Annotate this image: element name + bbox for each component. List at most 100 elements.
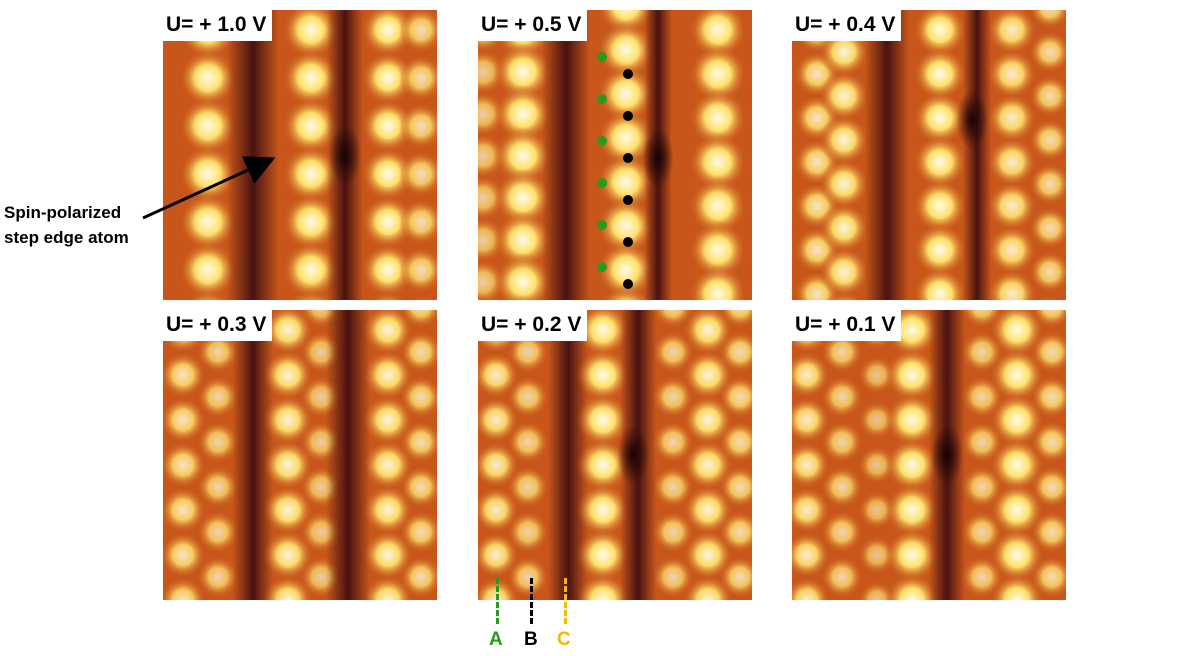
stm-panel-0-3v: U= + 0.3 V xyxy=(163,310,437,600)
atom-spot xyxy=(398,199,437,245)
atom-spot xyxy=(825,291,863,300)
atom-spot xyxy=(507,466,549,508)
atom-spot xyxy=(363,485,413,535)
dark-trench xyxy=(865,10,909,300)
atom-spot xyxy=(1029,75,1066,117)
atom-spot xyxy=(478,397,519,443)
atom-spot xyxy=(719,310,752,328)
atom-spot xyxy=(576,348,630,402)
atom-spot xyxy=(179,241,237,299)
atom-spot xyxy=(913,91,967,145)
atom-spot xyxy=(197,556,239,598)
atom-spot xyxy=(363,530,413,580)
atom-spot xyxy=(913,179,967,233)
atom-spot xyxy=(821,511,863,553)
atom-spot xyxy=(282,241,340,299)
atom-spot xyxy=(858,401,896,439)
atom-spot xyxy=(597,153,655,211)
dark-trench xyxy=(542,10,590,300)
panel-voltage-label: U= + 0.2 V xyxy=(478,310,588,341)
atom-spot xyxy=(400,310,437,328)
atom-spot xyxy=(163,487,206,533)
legend-line-c xyxy=(564,578,567,624)
stm-panel-1-0v: U= + 1.0 V xyxy=(163,10,437,300)
atom-spot xyxy=(1029,119,1066,161)
atom-spot xyxy=(990,310,1044,357)
atom-spot xyxy=(821,331,863,373)
atom-spot xyxy=(652,376,694,418)
atom-spot xyxy=(507,511,549,553)
atom-spot xyxy=(652,466,694,508)
atom-spot xyxy=(597,65,655,123)
legend-label-b: B xyxy=(524,629,538,650)
atom-spot xyxy=(858,536,896,574)
atom-spot xyxy=(263,440,313,490)
legend-label-c: C xyxy=(557,629,571,650)
atom-spot xyxy=(361,147,415,201)
atom-spot xyxy=(792,442,830,488)
atom-spot xyxy=(368,291,408,300)
atom-spot xyxy=(1036,295,1064,300)
atom-spot xyxy=(197,466,239,508)
atom-spot xyxy=(363,575,413,600)
atom-spot xyxy=(361,99,415,153)
marker-dot-a xyxy=(597,220,607,230)
spin-polarized-annotation: Spin-polarized step edge atom xyxy=(4,200,129,250)
atom-spot xyxy=(197,421,239,463)
atom-spot xyxy=(263,395,313,445)
atom-spot xyxy=(1029,10,1066,29)
atom-spot xyxy=(858,446,896,484)
atom-spot xyxy=(1031,376,1066,418)
atom-spot xyxy=(398,55,437,101)
step-edge-defect xyxy=(642,128,674,188)
panel-voltage-label: U= + 0.5 V xyxy=(478,10,588,41)
atom-spot xyxy=(363,310,413,355)
atom-spot xyxy=(792,487,830,533)
atom-spot xyxy=(163,397,206,443)
atom-spot xyxy=(821,376,863,418)
atom-spot xyxy=(282,10,340,59)
atom-spot xyxy=(597,109,655,167)
atom-spot xyxy=(987,93,1037,143)
atom-spot xyxy=(197,331,239,373)
atom-spot xyxy=(719,466,752,508)
atom-spot xyxy=(652,556,694,598)
atom-spot xyxy=(1031,556,1066,598)
atom-spot xyxy=(987,137,1037,187)
atom-spot xyxy=(683,395,733,445)
atom-spot xyxy=(400,376,437,418)
atom-spot xyxy=(819,247,869,297)
step-edge-defect xyxy=(617,425,649,485)
atom-spot xyxy=(494,85,552,143)
atom-spot xyxy=(689,265,747,300)
legend-label-a: A xyxy=(489,629,503,650)
atom-spot xyxy=(683,530,733,580)
atom-spot xyxy=(398,151,437,197)
atom-spot xyxy=(576,438,630,492)
atom-spot xyxy=(689,10,747,59)
atom-spot xyxy=(163,532,206,578)
panel-voltage-label: U= + 0.3 V xyxy=(163,310,273,341)
atom-spot xyxy=(163,577,206,600)
atom-spot xyxy=(507,421,549,463)
atom-spot xyxy=(576,393,630,447)
marker-dot-a xyxy=(597,94,607,104)
atom-spot xyxy=(792,352,830,398)
marker-dot-a xyxy=(597,262,607,272)
legend-line-b xyxy=(530,578,533,624)
atom-spot xyxy=(990,393,1044,447)
atom-spot xyxy=(163,442,206,488)
atom-spot xyxy=(263,575,313,600)
atom-spot xyxy=(263,350,313,400)
marker-dot-b xyxy=(623,153,633,163)
atom-spot xyxy=(185,289,231,300)
atom-spot xyxy=(821,466,863,508)
panel-voltage-label: U= + 1.0 V xyxy=(163,10,273,41)
atom-spot xyxy=(597,197,655,255)
atom-spot xyxy=(821,421,863,463)
stm-panel-0-5v: U= + 0.5 V xyxy=(478,10,752,300)
stm-image xyxy=(163,310,437,600)
atom-spot xyxy=(400,511,437,553)
dark-trench xyxy=(326,310,370,600)
atom-spot xyxy=(179,49,237,107)
